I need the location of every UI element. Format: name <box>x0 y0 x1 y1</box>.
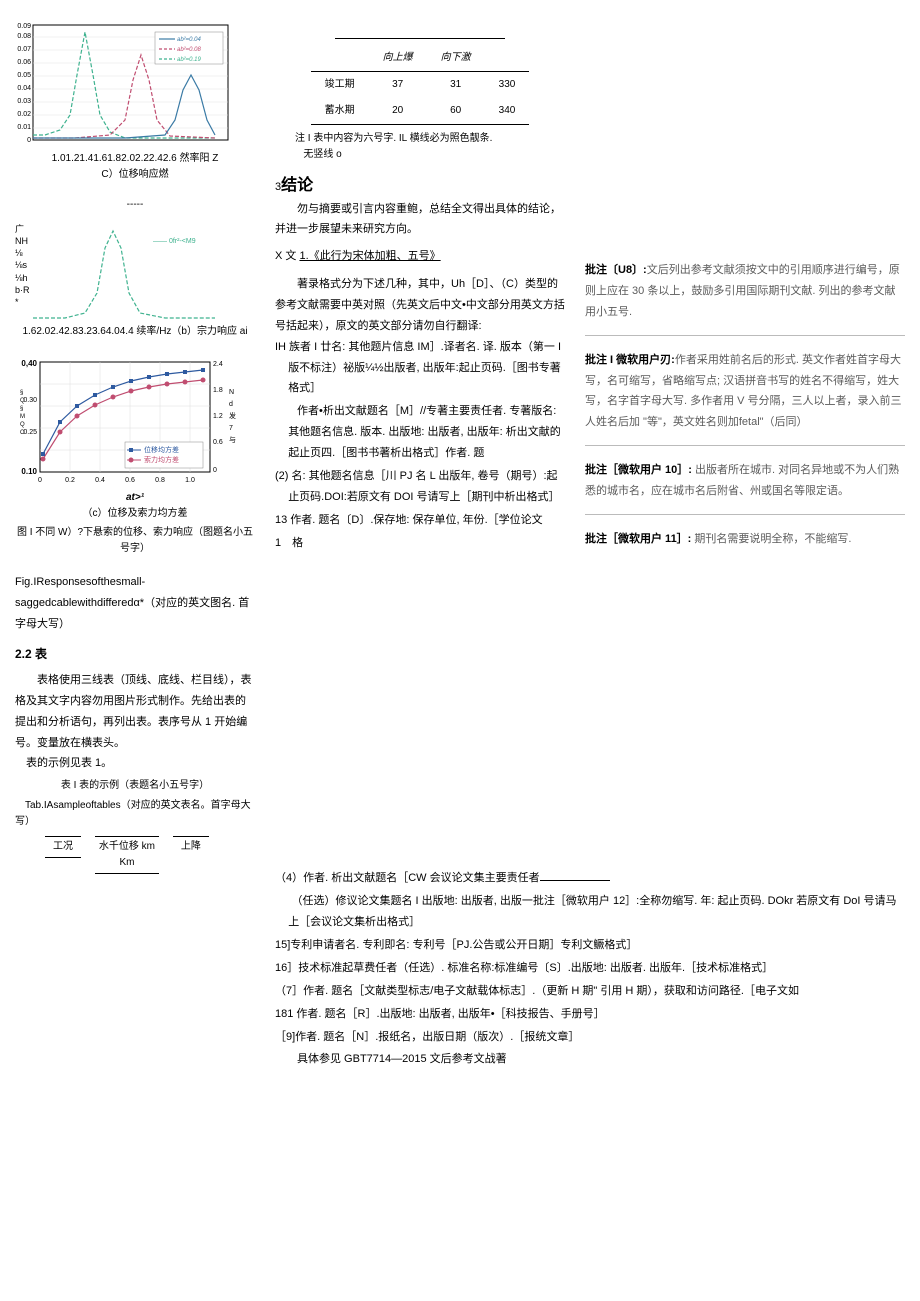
svg-text:ab²=0.04: ab²=0.04 <box>177 37 202 43</box>
svg-text:0: 0 <box>38 477 42 484</box>
svg-text:索力均方差: 索力均方差 <box>144 455 179 464</box>
svg-text:0.06: 0.06 <box>17 59 31 66</box>
svg-text:0: 0 <box>213 467 217 474</box>
svg-text:0.4: 0.4 <box>95 477 105 484</box>
ref-item: 16］技术标准起草费任者（任选）. 标准名称:标准编号〔S〕.出版地: 出版者.… <box>275 958 905 979</box>
ref-item: （7］作者. 题名［文献类型标志/电子文献载体标志］.（更新 H 期" 引用 H… <box>275 981 905 1002</box>
table-1-caption-cn: 表 I 表的示例（表题名小五号字） <box>15 778 255 794</box>
svg-text:7: 7 <box>229 425 233 432</box>
ref-item: 具体参见 GBT7714—2015 文后参考文战著 <box>275 1049 905 1070</box>
figure-1-title: 图 I 不同 W）?下悬索的位移、索力响应（图题名小五号字） <box>15 525 255 557</box>
comment-user-10: 批注［微软用户 10］: 出版者所在城市. 对同名异地或不为人们熟悉的城市名，应… <box>585 460 905 515</box>
svg-text:ab²=0.08: ab²=0.08 <box>177 47 202 53</box>
spacer-dashes: ----- <box>15 197 255 213</box>
chart-a-xaxis: 1.01.21.41.61.82.02.22.42.6 然率阳 Z <box>15 152 255 166</box>
references-intro: 著录格式分为下述几种，其中，Uh［D］、（C）类型的参考文献需要中英对照（先英文… <box>275 274 565 337</box>
svg-text:1.2: 1.2 <box>213 413 223 420</box>
para-tables-1: 表格使用三线表（顶线、底线、栏目线），表格及其文字内容勿用图片形式制作。先给出表… <box>15 670 255 754</box>
references-header: X 文 1.《此行为宋体加粗、五号》 <box>275 248 565 266</box>
svg-text:Q: Q <box>20 422 25 428</box>
svg-text:位移均方差: 位移均方差 <box>144 445 179 454</box>
chart-b-svg: —— 0fr²-<M9 <box>15 223 240 323</box>
svg-text:0.03: 0.03 <box>17 98 31 105</box>
svg-text:M: M <box>20 414 25 420</box>
svg-text:§: § <box>20 406 23 412</box>
column-left: 0 0.01 0.02 0.03 0.04 0.05 0.06 0.07 0.08 0.09… <box>15 20 255 874</box>
chart-a-caption: C）位移响应燃 <box>15 168 255 182</box>
ref-item: 181 作者. 题名［R］.出版地: 出版者, 出版年•［科技报告、手册号］ <box>275 1004 905 1025</box>
chart-c-xlabel: at>¹ <box>15 491 255 505</box>
figure-1-en: Fig.IResponsesofthesmall-saggedcablewith… <box>15 572 255 635</box>
svg-text:Q: Q <box>20 398 25 404</box>
para-tables-2: 表的示例见表 1。 <box>15 753 255 774</box>
svg-text:—— 0fr²-<M9: —— 0fr²-<M9 <box>153 238 196 245</box>
table-1-footer-fragment: 工况 水千位移 km Km 上降 <box>45 836 255 874</box>
svg-text:0.04: 0.04 <box>17 85 31 92</box>
svg-text:1.8: 1.8 <box>213 387 223 394</box>
ref-item: (2) 名: 其他题名信息［川 PJ 名 L 出版年, 卷号（期号）:起止页码.… <box>275 466 565 508</box>
svg-text:0.8: 0.8 <box>155 477 165 484</box>
svg-text:0.6: 0.6 <box>125 477 135 484</box>
table-col-down: 向下激 <box>427 45 485 71</box>
conclusion-para: 勿与摘要或引言内容重鲍，总结全文得出具体的结论，并进一步展望未来研究方向。 <box>275 199 565 241</box>
svg-text:0.07: 0.07 <box>17 46 31 53</box>
chart-b: 广 NH ⅛ ⅛​s ⅛​h b·R * —— 0fr²-<M9 1.62.02… <box>15 223 255 339</box>
table-1-continued: 向上爆 向下激 竣工期37 31330 蓄水期20 60340 <box>311 45 530 125</box>
svg-text:0.6: 0.6 <box>213 439 223 446</box>
table-col-up: 向上爆 <box>369 45 427 71</box>
svg-text:§: § <box>20 390 23 396</box>
svg-text:0,40: 0,40 <box>21 359 37 368</box>
svg-text:d: d <box>229 401 233 408</box>
table-1-note: 注 I 表中内容为六号字. IL 横线必为照色靓条. 无竖线 o <box>295 131 545 163</box>
comment-user-11: 批注［微软用户 11］: 期刊名需要说明全称，不能缩写. <box>585 529 905 550</box>
svg-text:0.02: 0.02 <box>17 111 31 118</box>
svg-text:0.09: 0.09 <box>17 23 31 30</box>
table-col-blank <box>485 45 530 71</box>
comment-user-blade: 批注 I 微软用户刃:作者采用姓前名后的形式. 英文作者姓首字母大写，名可缩写，… <box>585 350 905 447</box>
comment-u8: 批注〔U8〕:文后列出参考文献须按文中的引用顺序进行编号，原则上应在 30 条以… <box>585 260 905 336</box>
svg-text:ab²=0.19: ab²=0.19 <box>177 57 202 63</box>
chart-a: 0 0.01 0.02 0.03 0.04 0.05 0.06 0.07 0.08 0.09… <box>15 20 255 182</box>
ref-item: 1 格 <box>275 533 565 554</box>
svg-text:O: O <box>20 430 25 436</box>
table-1-caption-en: Tab.IAsampleoftables（对应的英文表名。首字母大写） <box>15 798 255 830</box>
svg-text:0.10: 0.10 <box>21 467 37 476</box>
ref-item: IH 族者 I 廿名: 其他题片信息 IM］.译者名. 译. 版本（第一 I 版… <box>275 337 565 400</box>
svg-text:0.25: 0.25 <box>23 429 37 436</box>
svg-text:2.4: 2.4 <box>213 361 223 368</box>
chart-c: 0,40 0.30 0.25 0.10 §Q §M QO 2.41.8 1.20… <box>15 354 255 557</box>
table-row: 蓄水期20 60340 <box>311 98 530 125</box>
svg-text:0.05: 0.05 <box>17 72 31 79</box>
heading-3: 3结论 <box>275 173 565 199</box>
chart-b-xaxis: 1.62.02.42.83.23.64.04.4 续率/Hz（b）宗力响应 ai <box>15 325 255 339</box>
chart-c-svg: 0,40 0.30 0.25 0.10 §Q §M QO 2.41.8 1.20… <box>15 354 240 489</box>
svg-text:0.2: 0.2 <box>65 477 75 484</box>
svg-text:0.30: 0.30 <box>23 397 37 404</box>
ref-item: 13 作者. 题名〔D〕.保存地: 保存单位, 年份.［学位论文 <box>275 510 565 531</box>
table-row: 竣工期37 31330 <box>311 72 530 99</box>
chart-c-subcaption: （c）位移及索力均方差 <box>15 507 255 521</box>
chart-b-yglyphs: 广 NH ⅛ ⅛​s ⅛​h b·R * <box>15 223 30 308</box>
svg-text:0.01: 0.01 <box>17 124 31 131</box>
column-right-comments: 批注〔U8〕:文后列出参考文献须按文中的引用顺序进行编号，原则上应在 30 条以… <box>585 20 905 874</box>
svg-text:1.0: 1.0 <box>185 477 195 484</box>
svg-text:0.08: 0.08 <box>17 33 31 40</box>
ref-item: 作者•析出文献题名［M］//专著主要责任者. 专著版名: 其他题名信息. 版本.… <box>275 401 565 464</box>
svg-text:0: 0 <box>27 137 31 144</box>
ref-item: 15]专利申请者名. 专利即名: 专利号［PJ.公告或公开日期］专利文鳜格式］ <box>275 935 905 956</box>
references-wide: （4）作者. 析出文献题名［CW 会议论文集主要责任者 （任选）修议论文集题名 … <box>275 868 905 1070</box>
svg-text:与: 与 <box>229 436 236 444</box>
svg-text:发: 发 <box>229 411 236 420</box>
section-2-2: 2.2 表 <box>15 645 255 664</box>
ref-item: （任选）修议论文集题名 I 出版地: 出版者, 出版一批注［微软用户 12］:全… <box>275 891 905 933</box>
ref-item: ［9]作者. 题名［N］.报纸名，出版日期（版次）.［报统文章］ <box>275 1027 905 1048</box>
column-mid: 向上爆 向下激 竣工期37 31330 蓄水期20 60340 注 I 表中内容… <box>275 20 565 874</box>
svg-text:N: N <box>229 389 234 396</box>
chart-a-svg: 0 0.01 0.02 0.03 0.04 0.05 0.06 0.07 0.08 0.09… <box>15 20 240 150</box>
